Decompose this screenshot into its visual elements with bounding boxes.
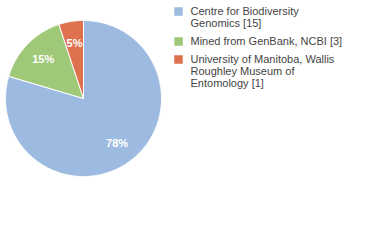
svg-text:University of Manitoba, Wallis: University of Manitoba, WallisRoughley M… [191,53,335,89]
svg-text:78%: 78% [106,137,128,149]
svg-text:Centre for BiodiversityGenomic: Centre for BiodiversityGenomics [15] [191,5,300,29]
svg-text:15%: 15% [32,53,54,65]
svg-text:5%: 5% [67,37,83,49]
svg-text:Mined from GenBank, NCBI [3]: Mined from GenBank, NCBI [3] [191,35,343,47]
